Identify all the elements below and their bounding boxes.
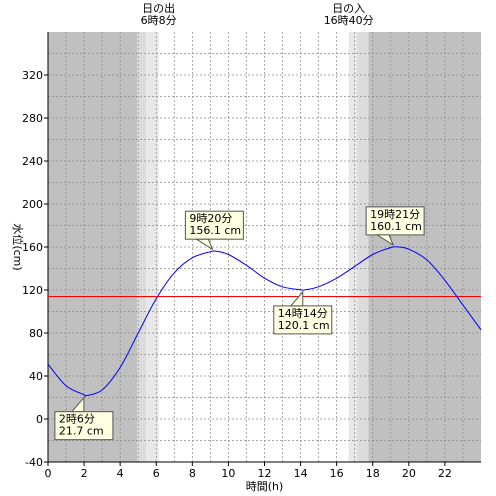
x-axis-label: 時間(h): [246, 480, 284, 493]
x-tick-label: 6: [153, 467, 160, 480]
x-tick-label: 10: [221, 467, 235, 480]
sunset-label: 日の入: [332, 2, 365, 15]
annotation-pointer: [375, 234, 395, 247]
x-tick-label: 22: [438, 467, 452, 480]
y-tick-label: -40: [25, 456, 43, 469]
x-tick-label: 20: [402, 467, 416, 480]
y-tick-label: 200: [22, 198, 43, 211]
y-tick-label: 320: [22, 69, 43, 82]
annotation-box: [184, 210, 244, 240]
annotation-value: 160.1 cm: [370, 220, 422, 233]
annotation-value: 21.7 cm: [59, 425, 104, 438]
annotation-time: 9時20分: [189, 212, 232, 225]
y-tick-label: 240: [22, 155, 43, 168]
y-tick-label: 160: [22, 241, 43, 254]
annotation-pointer: [194, 238, 214, 251]
sunrise-label: 日の出: [142, 1, 175, 15]
x-tick-label: 18: [366, 467, 380, 480]
y-tick-label: 80: [29, 327, 43, 340]
annotation-time: 2時6分: [59, 413, 95, 426]
x-tick-label: 8: [189, 467, 196, 480]
sunrise-time: 6時8分: [141, 14, 177, 27]
annotation-pointer: [289, 290, 304, 307]
y-tick-label: 120: [22, 284, 43, 297]
annotation-value: 156.1 cm: [189, 224, 241, 237]
x-tick-label: 14: [294, 467, 308, 480]
x-tick-label: 4: [117, 467, 124, 480]
y-tick-label: 40: [29, 370, 43, 383]
annotation-value: 120.1 cm: [278, 319, 330, 332]
annotation-box: [273, 305, 333, 335]
x-tick-label: 16: [330, 467, 344, 480]
y-axis-label: 水位(cm): [11, 223, 25, 270]
y-tick-label: 280: [22, 112, 43, 125]
series-lines: [47, 246, 482, 397]
sunset-time: 16時40分: [324, 14, 374, 27]
x-tick-label: 12: [258, 467, 272, 480]
annotation-time: 19時21分: [370, 208, 420, 221]
axes: [44, 32, 481, 466]
annotation-time: 14時14分: [278, 307, 328, 320]
x-tick-label: 0: [45, 467, 52, 480]
annotation-box: [365, 206, 425, 236]
x-tick-label: 2: [81, 467, 88, 480]
annotation-pointer: [70, 396, 85, 413]
grid-lines: [48, 32, 481, 462]
water-level-line: [47, 246, 482, 397]
y-tick-label: 0: [36, 413, 43, 426]
